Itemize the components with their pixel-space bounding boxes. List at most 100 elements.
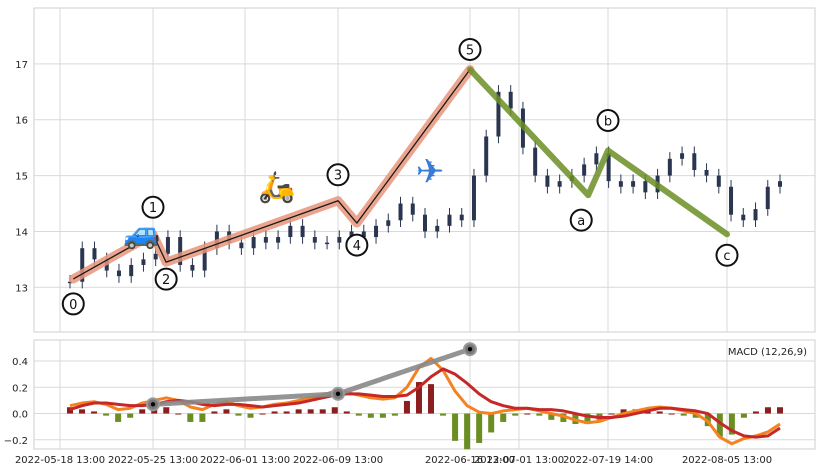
candle-body bbox=[643, 181, 648, 193]
macd-histogram-bar bbox=[295, 409, 302, 414]
candle-body bbox=[716, 175, 721, 187]
macd-histogram-bar bbox=[620, 409, 627, 414]
macd-histogram-bar bbox=[403, 400, 410, 414]
candle-body bbox=[594, 153, 599, 165]
macd-histogram-bar bbox=[259, 413, 266, 415]
wave-label-circle bbox=[345, 233, 369, 257]
candle-body bbox=[508, 91, 513, 109]
candle-body bbox=[680, 153, 685, 159]
wave-label-c: c bbox=[723, 249, 730, 264]
candle-body bbox=[410, 203, 415, 215]
wave-label-circle bbox=[569, 208, 593, 232]
price-y-tick-label: 13 bbox=[15, 283, 28, 294]
candle-body bbox=[337, 237, 342, 243]
wave-label-circle bbox=[154, 267, 178, 291]
corrective-wave-lines bbox=[467, 66, 730, 238]
macd-histogram-bar bbox=[211, 411, 218, 414]
macd-histogram-bar bbox=[464, 413, 471, 450]
macd-histogram-bar bbox=[752, 411, 759, 414]
wave-label-a: a bbox=[577, 214, 585, 229]
wave-labels: 0 1 2 3 4 5 a b c bbox=[61, 37, 739, 316]
candle-body bbox=[631, 181, 636, 187]
candle-body bbox=[459, 214, 464, 221]
candle-body bbox=[190, 264, 195, 271]
macd-histogram-bar bbox=[391, 413, 398, 416]
airplane-icon: ✈ bbox=[416, 152, 445, 192]
x-tick-label: 2022-06-09 13:00 bbox=[293, 455, 383, 466]
macd-histogram-bar bbox=[584, 413, 591, 425]
candle-body bbox=[704, 170, 709, 176]
x-tick-label: 2022-07-01 13:00 bbox=[474, 455, 564, 466]
candle-body bbox=[116, 270, 121, 277]
macd-title: MACD (12,26,9) bbox=[728, 347, 807, 358]
candle-body bbox=[276, 237, 281, 243]
macd-histogram-bar bbox=[440, 413, 447, 416]
macd-histogram-bar bbox=[235, 413, 242, 416]
macd-histogram-bar bbox=[692, 413, 699, 418]
macd-histogram-bar bbox=[524, 413, 531, 415]
impulse-wave-line bbox=[72, 69, 471, 280]
candle-body bbox=[618, 181, 623, 187]
candle-body bbox=[361, 231, 366, 238]
wave-label-circle bbox=[141, 195, 165, 219]
candle-body bbox=[92, 248, 97, 260]
macd-histogram-bar bbox=[79, 409, 86, 414]
macd-histogram-bar bbox=[331, 407, 338, 414]
wave-label-b: b bbox=[604, 114, 612, 129]
macd-histogram-bar bbox=[91, 411, 98, 414]
macd-histogram-bar bbox=[476, 413, 483, 443]
macd-histogram-bar bbox=[163, 407, 170, 414]
candle-body bbox=[765, 186, 770, 210]
macd-histogram-bar bbox=[680, 413, 687, 416]
wave-label-circle bbox=[61, 292, 85, 316]
macd-histogram-bar bbox=[67, 407, 73, 414]
macd-histogram-bar bbox=[415, 382, 422, 414]
macd-peak-dot bbox=[150, 402, 156, 407]
macd-histogram-bar bbox=[187, 413, 194, 422]
candle-body bbox=[533, 147, 538, 176]
price-panel: 13 14 15 16 17 0 1 2 3 4 5 a b c 🚙 🛵 ✈ bbox=[15, 7, 816, 333]
macd-histogram-bar bbox=[247, 413, 254, 418]
price-y-tick-label: 17 bbox=[15, 60, 28, 71]
macd-y-tick-label: 0.4 bbox=[12, 357, 28, 368]
candle-body bbox=[153, 253, 158, 260]
candle-body bbox=[582, 164, 587, 176]
macd-histogram-bar bbox=[103, 413, 110, 416]
macd-histogram-bar bbox=[716, 413, 723, 437]
macd-histogram-bar bbox=[343, 411, 350, 414]
macd-histogram-bar bbox=[223, 409, 230, 414]
candle-body bbox=[263, 237, 268, 243]
car-icon: 🚙 bbox=[123, 216, 160, 251]
candle-body bbox=[141, 259, 146, 265]
x-tick-label: 2022-06-16 13:00 bbox=[425, 455, 515, 466]
wave-label-2: 2 bbox=[162, 273, 170, 288]
candle-body bbox=[778, 181, 782, 187]
wave-label-3: 3 bbox=[334, 169, 342, 184]
candle-body bbox=[667, 158, 672, 176]
macd-histogram-bar bbox=[608, 413, 615, 415]
candle-body bbox=[545, 175, 550, 187]
macd-histogram-bar bbox=[488, 413, 495, 433]
x-tick-label: 2022-07-19 14:00 bbox=[563, 455, 653, 466]
macd-y-tick-label: 0.0 bbox=[12, 410, 28, 421]
candle-body bbox=[741, 214, 746, 221]
candle-body bbox=[325, 242, 330, 245]
macd-histogram-bar bbox=[512, 413, 519, 416]
candle-body bbox=[692, 153, 697, 170]
x-tick-label: 2022-08-05 13:00 bbox=[682, 455, 772, 466]
candle-body bbox=[423, 214, 427, 232]
macd-histogram-bar bbox=[379, 413, 386, 418]
candle-body bbox=[729, 186, 734, 215]
macd-histogram-bar bbox=[283, 411, 290, 414]
macd-histogram-bar bbox=[319, 409, 326, 414]
macd-peak-line bbox=[146, 342, 477, 412]
macd-histogram-bar bbox=[668, 413, 675, 415]
impulse-wave-lines bbox=[68, 64, 475, 284]
macd-histogram-bar bbox=[656, 411, 663, 414]
candle-body bbox=[606, 153, 611, 182]
x-tick-label: 2022-05-18 13:00 bbox=[15, 455, 105, 466]
macd-y-tick-label: −0.2 bbox=[4, 436, 28, 447]
x-tick-label: 2022-06-01 13:00 bbox=[200, 455, 290, 466]
macd-histogram-bar bbox=[428, 384, 435, 414]
